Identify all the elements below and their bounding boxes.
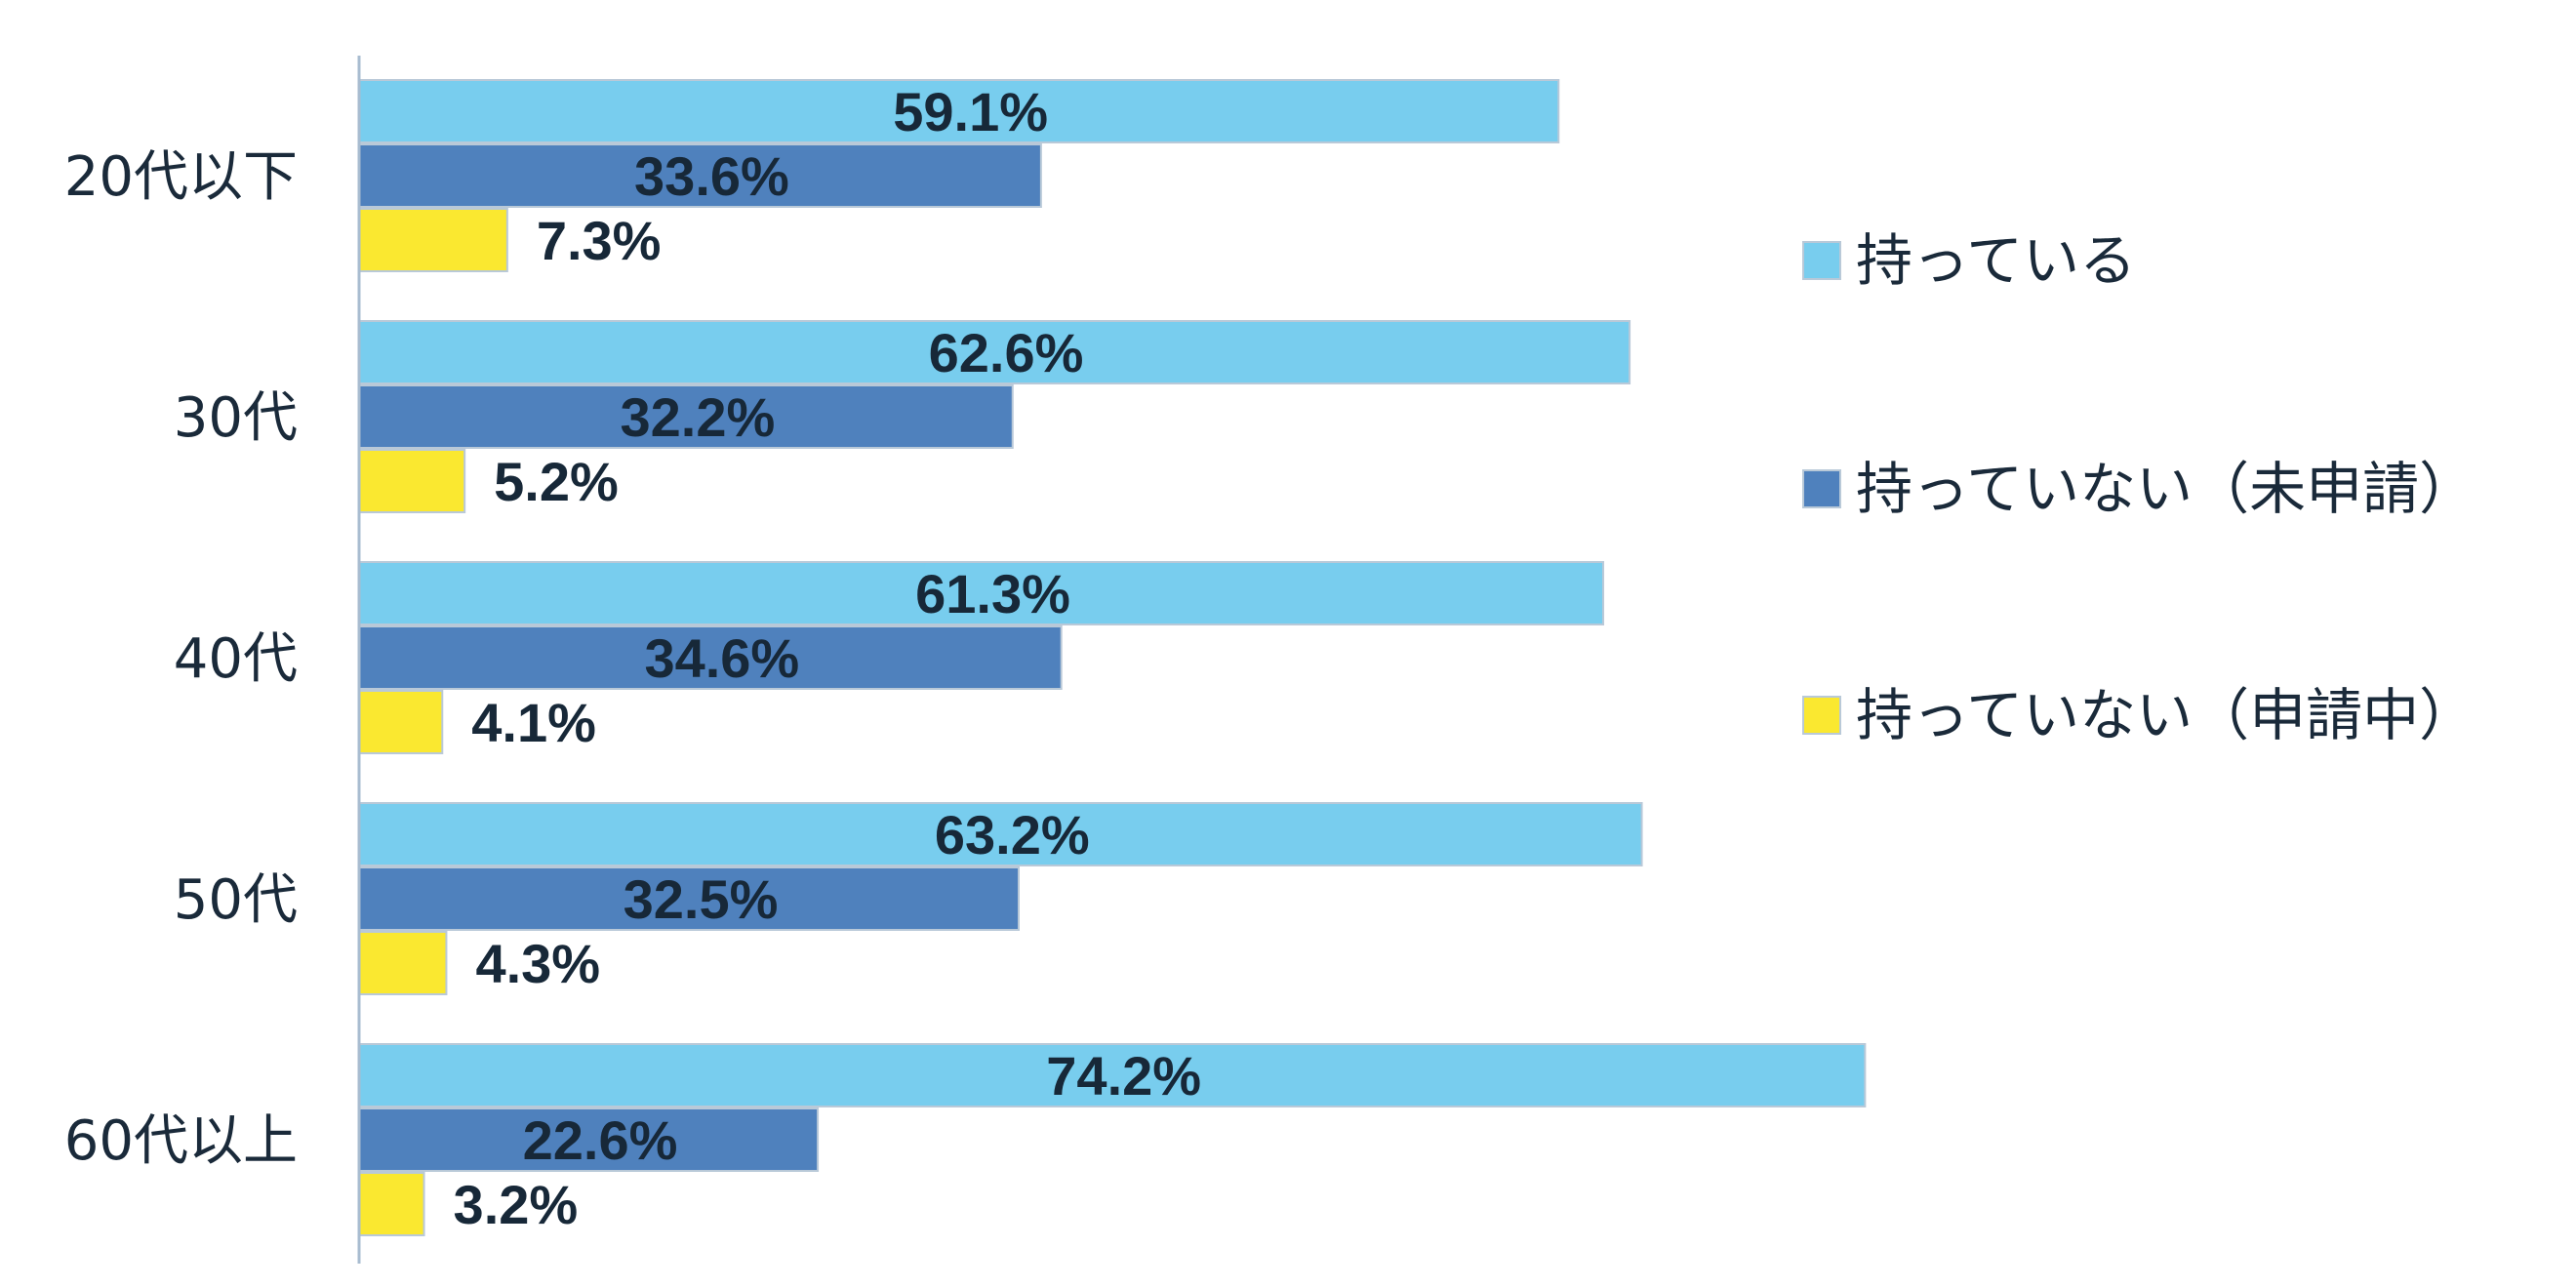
data-label: 34.6% <box>644 627 799 689</box>
data-label: 7.3% <box>537 210 662 271</box>
bar-2 <box>358 384 1014 449</box>
data-label: 32.5% <box>624 868 779 930</box>
labels-layer: 20代以下 59.1% 33.6%7.3% 30代 62.6% 32.2%5.2% 40代 6… <box>64 81 1201 1235</box>
data-label: 5.2% <box>494 451 619 512</box>
bar-2 <box>358 866 1020 931</box>
bar-1 <box>358 561 1605 625</box>
category-label: 50代 <box>174 868 298 932</box>
data-label: 59.1% <box>893 81 1048 142</box>
bar-1 <box>358 1043 1867 1107</box>
bars-layer <box>358 79 1867 1236</box>
data-label: 4.1% <box>471 692 596 753</box>
bar-1 <box>358 79 1560 143</box>
bar-1 <box>358 802 1643 866</box>
legend-label: 持っていない（未申請） <box>1856 456 2475 522</box>
legend-swatch <box>1802 696 1841 735</box>
data-label: 62.6% <box>929 322 1084 383</box>
data-label: 61.3% <box>915 563 1070 624</box>
category-label: 60代以上 <box>64 1109 298 1173</box>
data-label: 3.2% <box>454 1174 579 1235</box>
data-label: 32.2% <box>620 386 775 448</box>
category-label: 40代 <box>174 627 298 691</box>
bar-2 <box>358 143 1042 208</box>
legend-label: 持っていない（申請中） <box>1856 682 2475 748</box>
bar-3 <box>358 931 448 995</box>
legend-label: 持っている <box>1856 227 2136 294</box>
legend-swatch <box>1802 469 1841 508</box>
bar-3 <box>358 208 508 272</box>
data-label: 74.2% <box>1046 1045 1201 1107</box>
category-label: 20代以下 <box>64 145 298 209</box>
bar-3 <box>358 449 466 513</box>
data-label: 22.6% <box>523 1109 678 1171</box>
data-label: 33.6% <box>634 145 789 207</box>
category-label: 30代 <box>174 386 298 450</box>
legend-swatch <box>1802 241 1841 280</box>
bar-2 <box>358 1107 820 1172</box>
bar-3 <box>358 1172 425 1236</box>
bar-3 <box>358 690 444 754</box>
data-label: 63.2% <box>935 804 1090 865</box>
data-label: 4.3% <box>475 933 600 994</box>
bar-1 <box>358 320 1631 384</box>
